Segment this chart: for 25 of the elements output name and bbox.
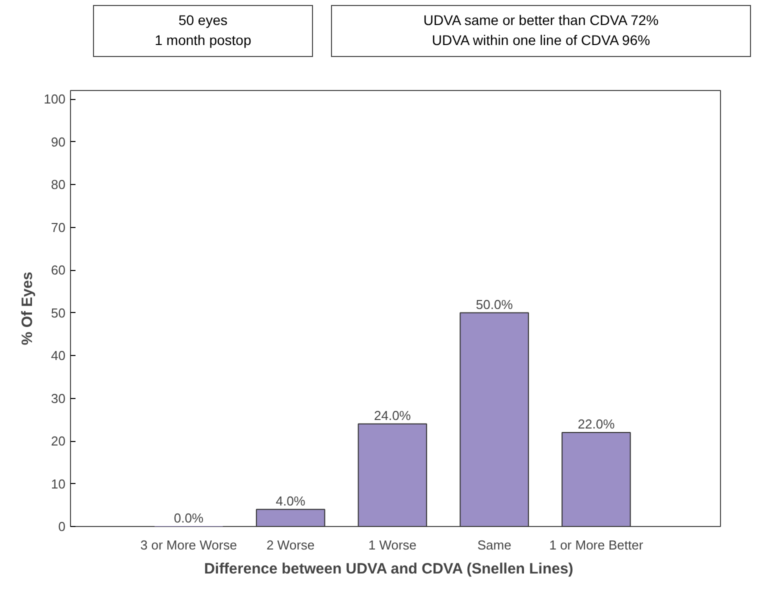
data-label: 0.0%	[174, 510, 204, 526]
data-label: 22.0%	[578, 416, 616, 432]
x-axis-title: Difference between UDVA and CDVA (Snellen Lines)	[204, 560, 574, 578]
y-tick-label: 40	[51, 348, 66, 364]
y-tick-label: 0	[58, 519, 66, 534]
x-tick-label: 1 or More Better	[549, 538, 644, 552]
y-tick-label: 30	[51, 390, 66, 406]
y-axis-title: % Of Eyes	[18, 272, 36, 346]
y-tick-label: 80	[51, 177, 66, 192]
y-tick-label: 20	[51, 434, 66, 449]
data-label: 50.0%	[476, 296, 514, 312]
x-tick-label: 3 or More Worse	[140, 538, 237, 552]
y-tick-label: 50	[51, 305, 66, 320]
y-tick-label: 60	[51, 262, 66, 278]
text: UDVA same or better than CDVA 72% UDVA within one line of CDVA 96%	[423, 11, 659, 50]
y-tick-label: 10	[51, 476, 66, 492]
x-tick-label: 2 Worse	[266, 538, 315, 552]
y-tick-label: 90	[51, 134, 66, 150]
x-tick-label: 1 Worse	[368, 538, 417, 552]
y-tick-label: 70	[51, 220, 66, 235]
data-label: 24.0%	[374, 408, 412, 423]
data-label: 4.0%	[276, 493, 306, 508]
y-tick-label: 100	[44, 92, 66, 107]
x-tick-label: Same	[477, 538, 512, 552]
text: 50 eyes 1 month postop	[154, 11, 252, 50]
